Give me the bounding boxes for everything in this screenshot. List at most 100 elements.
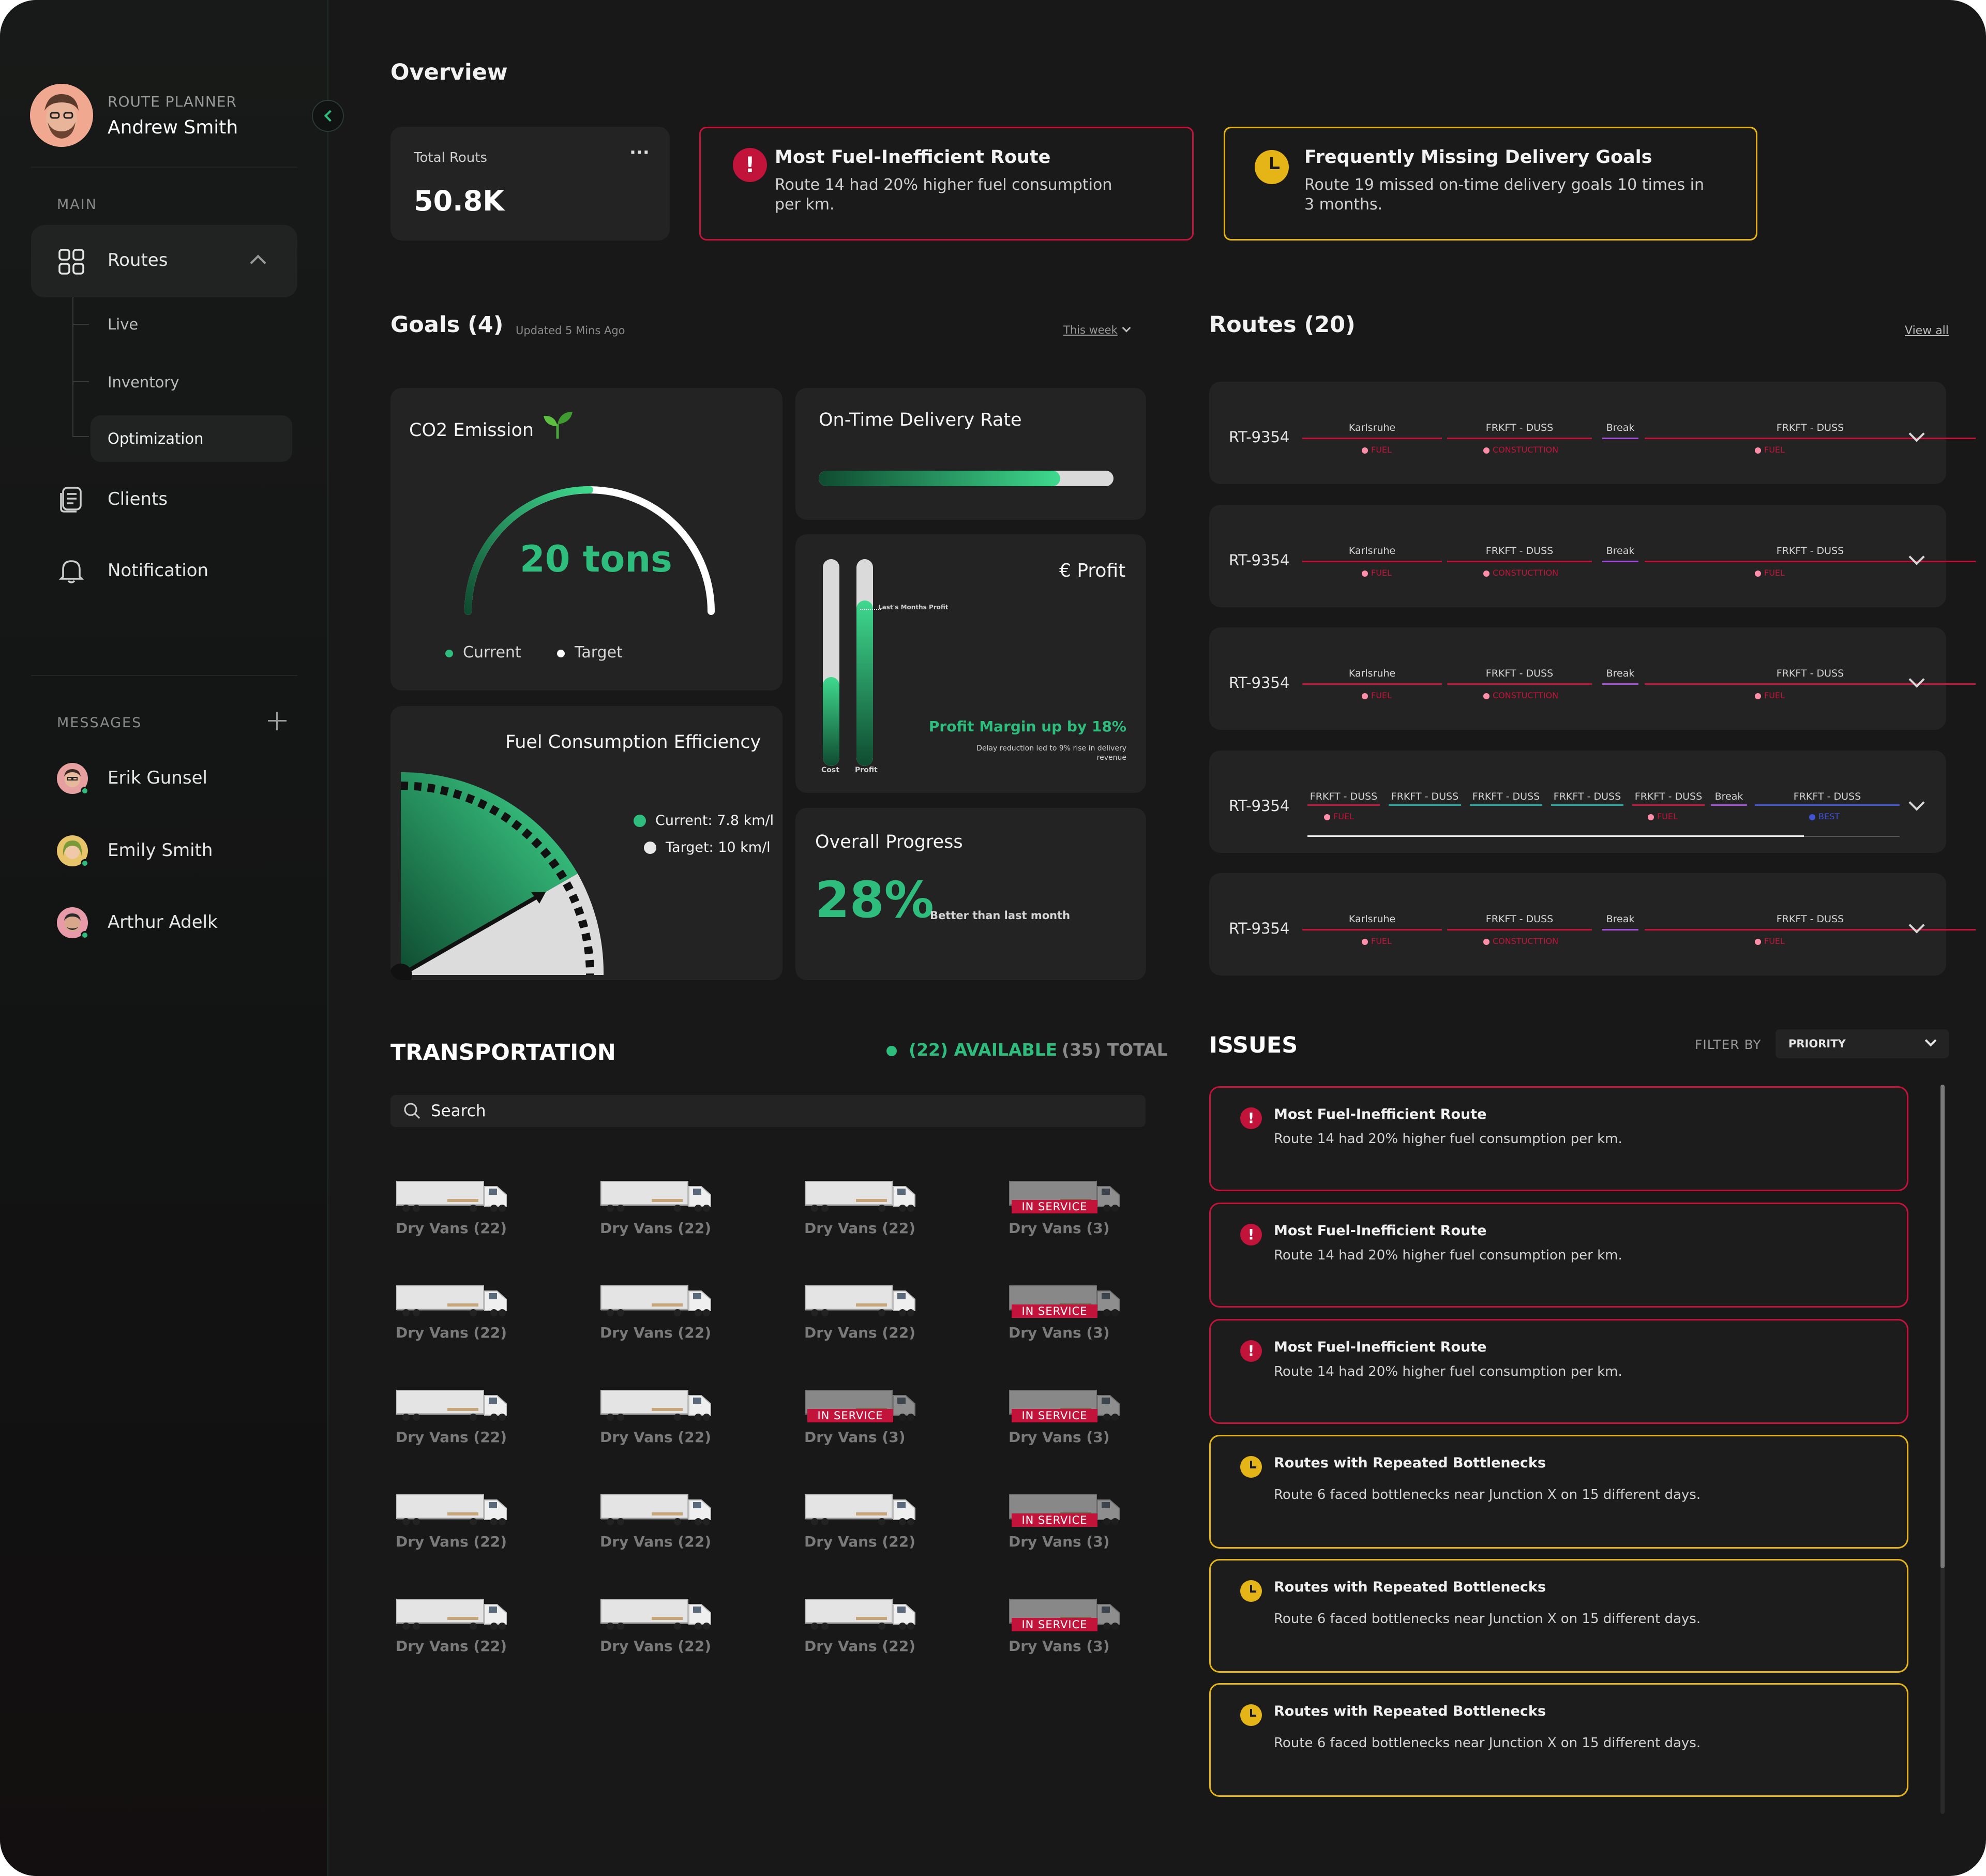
issue-card[interactable]: ! Most Fuel-Inefficient Route Route 14 had… — [1209, 1319, 1908, 1424]
grid-icon — [58, 248, 85, 277]
cost-label: Cost — [821, 766, 839, 774]
cost-bar-fill — [823, 677, 839, 766]
truck-card[interactable]: IN SERVICE Dry Vans (3) — [1009, 1493, 1122, 1550]
more-options-icon[interactable]: ··· — [629, 142, 650, 163]
sidebar-item-label: Notification — [108, 560, 209, 581]
add-message-button[interactable] — [268, 712, 287, 730]
alert-card-fuel[interactable]: ! Most Fuel-Inefficient Route Route 14 h… — [699, 127, 1194, 241]
co2-value: 20 tons — [520, 538, 672, 580]
tag-dot-icon — [1362, 938, 1368, 945]
contact-arthur[interactable]: Arthur Adelk — [31, 902, 297, 943]
tag-dot-icon — [1362, 447, 1368, 454]
issues-scrollbar-thumb[interactable] — [1940, 1085, 1945, 1568]
submenu-item-inventory[interactable]: Inventory — [91, 366, 292, 397]
tag-dot-icon — [1755, 570, 1761, 577]
route-segment-line — [1447, 683, 1592, 685]
fuel-title: Fuel Consumption Efficiency — [505, 732, 761, 753]
tag-label: FUEL — [1764, 445, 1785, 455]
truck-label: Dry Vans (22) — [804, 1324, 915, 1341]
tag-label: CONSTUCTTION — [1493, 936, 1559, 946]
truck-card[interactable]: Dry Vans (22) — [804, 1597, 918, 1655]
route-card[interactable]: RT-9354 Karlsruhe FRKFT - DUSS Break FRKFT -… — [1209, 873, 1976, 975]
profit-card: Last's Months Profit Cost Profit € Profi… — [795, 534, 1146, 793]
profit-bar-track — [856, 559, 873, 766]
route-segment-label: FRKFT - DUSS — [1776, 913, 1844, 925]
truck-card[interactable]: Dry Vans (22) — [396, 1388, 509, 1446]
sidebar-item-clients[interactable]: Clients — [31, 464, 297, 536]
search-input[interactable]: Search — [431, 1102, 486, 1120]
route-segment-line — [1389, 804, 1461, 806]
view-all-routes-link[interactable]: View all — [1905, 324, 1949, 337]
route-segment-label: FRKFT - DUSS — [1485, 422, 1554, 433]
issue-card[interactable]: ! Most Fuel-Inefficient Route Route 14 had… — [1209, 1203, 1908, 1308]
tag-label: FUEL — [1371, 936, 1392, 946]
truck-card[interactable]: IN SERVICE Dry Vans (3) — [1009, 1284, 1122, 1341]
tag-dot-icon — [1483, 938, 1490, 945]
profit-title: € Profit — [1059, 560, 1126, 581]
issue-card[interactable]: ! Most Fuel-Inefficient Route Route 14 had… — [1209, 1086, 1908, 1191]
truck-card[interactable]: Dry Vans (22) — [600, 1597, 714, 1655]
truck-card[interactable]: Dry Vans (22) — [396, 1597, 509, 1655]
contact-emily[interactable]: Emily Smith — [31, 830, 297, 872]
truck-card[interactable]: IN SERVICE Dry Vans (3) — [1009, 1597, 1122, 1655]
clock-icon — [1255, 150, 1289, 184]
alert-card-delivery[interactable]: Frequently Missing Delivery Goals Route … — [1224, 127, 1757, 241]
truck-label: Dry Vans (22) — [600, 1220, 711, 1237]
alert-desc-line2: per km. — [775, 196, 835, 214]
in-service-badge: IN SERVICE — [1012, 1304, 1097, 1318]
issue-card[interactable]: Routes with Repeated Bottlenecks Route 6 … — [1209, 1435, 1908, 1549]
route-tag: FUEL — [1362, 691, 1392, 700]
truck-label: Dry Vans (3) — [1009, 1638, 1110, 1655]
tag-label: FUEL — [1371, 691, 1392, 700]
truck-card[interactable]: Dry Vans (22) — [600, 1388, 714, 1446]
route-segment-line — [1711, 804, 1747, 806]
submenu-item-live[interactable]: Live — [91, 309, 292, 340]
route-segment-line — [1645, 683, 1976, 685]
transport-search-box[interactable]: Search — [390, 1095, 1146, 1127]
chevron-down-icon[interactable] — [1908, 794, 1925, 811]
truck-card[interactable]: IN SERVICE Dry Vans (3) — [804, 1388, 918, 1446]
contact-erik[interactable]: Erik Gunsel — [31, 758, 297, 799]
route-card[interactable]: RT-9354 Karlsruhe FRKFT - DUSS Break FRKFT -… — [1209, 505, 1976, 607]
truck-card[interactable]: IN SERVICE Dry Vans (3) — [1009, 1388, 1122, 1446]
transport-total-count: (35) TOTAL — [1062, 1040, 1168, 1060]
tag-label: FUEL — [1371, 568, 1392, 578]
route-card[interactable]: RT-9354 FRKFT - DUSS FRKFT - DUSS FRKFT - D… — [1209, 751, 1946, 853]
goals-period-dropdown[interactable]: This week — [1063, 322, 1136, 339]
sidebar-item-routes[interactable]: Routes — [31, 225, 297, 297]
user-name: Andrew Smith — [108, 117, 238, 138]
route-segment-label: Karlsruhe — [1348, 422, 1396, 433]
route-segment-line — [1645, 561, 1976, 562]
sidebar-item-notification[interactable]: Notification — [31, 535, 297, 608]
route-segment-label: Karlsruhe — [1348, 545, 1396, 557]
truck-card[interactable]: Dry Vans (22) — [804, 1493, 918, 1550]
route-card[interactable]: RT-9354 Karlsruhe FRKFT - DUSS Break FRKFT -… — [1209, 627, 1976, 730]
issue-desc: Route 14 had 20% higher fuel consumption… — [1274, 1364, 1622, 1379]
route-card[interactable]: RT-9354 Karlsruhe FRKFT - DUSS Break FRKFT -… — [1209, 382, 1976, 484]
truck-card[interactable]: Dry Vans (22) — [804, 1179, 918, 1237]
truck-card[interactable]: Dry Vans (22) — [396, 1179, 509, 1237]
collapse-sidebar-button[interactable] — [312, 100, 344, 132]
sidebar-divider — [31, 167, 297, 168]
tag-label: FUEL — [1333, 812, 1354, 821]
priority-filter-dropdown[interactable]: PRIORITY — [1776, 1029, 1949, 1058]
issue-card[interactable]: Routes with Repeated Bottlenecks Route 6 … — [1209, 1559, 1908, 1673]
truck-card[interactable]: Dry Vans (22) — [396, 1493, 509, 1550]
truck-card[interactable]: IN SERVICE Dry Vans (3) — [1009, 1179, 1122, 1237]
sidebar-item-label: Clients — [108, 489, 168, 509]
submenu-item-optimization[interactable]: Optimization — [91, 415, 292, 462]
truck-icon — [396, 1179, 509, 1218]
truck-card[interactable]: Dry Vans (22) — [804, 1284, 918, 1341]
route-segment-line — [1602, 561, 1638, 562]
issue-desc: Route 6 faced bottlenecks near Junction … — [1274, 1735, 1701, 1751]
truck-card[interactable]: Dry Vans (22) — [396, 1284, 509, 1341]
truck-card[interactable]: Dry Vans (22) — [600, 1493, 714, 1550]
truck-card[interactable]: Dry Vans (22) — [600, 1284, 714, 1341]
issues-scrollbar-track[interactable] — [1940, 1085, 1945, 1814]
truck-card[interactable]: Dry Vans (22) — [600, 1179, 714, 1237]
user-avatar[interactable] — [30, 84, 93, 147]
issue-card[interactable]: Routes with Repeated Bottlenecks Route 6 … — [1209, 1683, 1908, 1797]
fuel-gauge — [390, 772, 604, 980]
main-section-caption: MAIN — [57, 197, 97, 213]
route-segment-line — [1470, 804, 1542, 806]
